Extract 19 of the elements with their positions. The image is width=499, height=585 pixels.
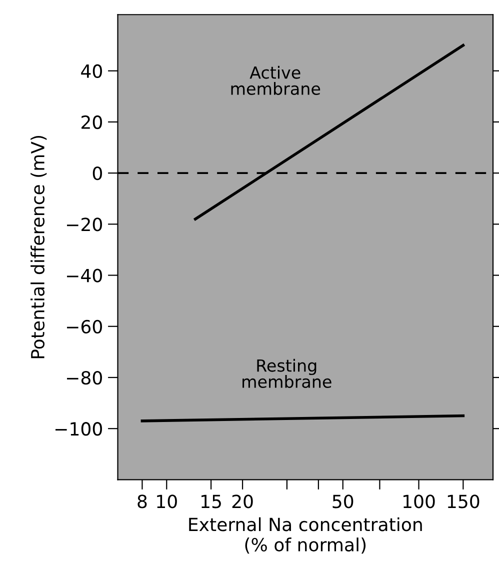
- y-tick-label: 20: [82, 115, 102, 130]
- y-axis-title: Potential difference (mV): [30, 136, 47, 358]
- x-tick-label: 8: [138, 494, 147, 508]
- annotation: Active membrane: [231, 66, 320, 95]
- x-tick-label: 10: [157, 494, 177, 508]
- x-tick-label: 100: [404, 494, 435, 508]
- y-tick-label: 0: [92, 166, 102, 180]
- y-tick-label: −20: [66, 218, 102, 232]
- y-tick-label: 40: [81, 64, 102, 78]
- y-tick-label: −80: [66, 370, 102, 385]
- y-tick-label: −100: [56, 422, 102, 436]
- x-axis-title: External Na concentration (% of normal): [189, 517, 422, 554]
- x-tick-label: 20: [232, 494, 253, 508]
- x-tick-label: 15: [202, 494, 221, 508]
- y-tick-label: −60: [66, 320, 102, 334]
- annotation: Resting membrane: [242, 358, 332, 388]
- x-tick-label: 50: [332, 494, 354, 508]
- y-tick-label: −40: [66, 268, 102, 282]
- x-tick-label: 150: [448, 494, 480, 508]
